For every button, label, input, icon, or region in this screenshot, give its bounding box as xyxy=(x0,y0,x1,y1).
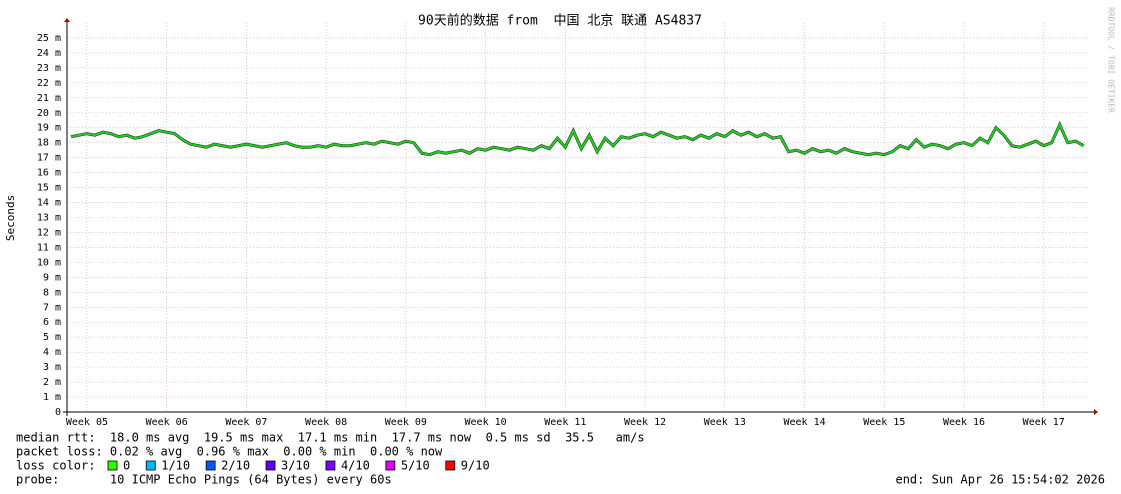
x-tick-label: Week 13 xyxy=(704,417,746,428)
y-axis-arrow xyxy=(64,18,70,22)
y-tick-label: 6 m xyxy=(43,317,61,328)
x-tick-label: Week 11 xyxy=(544,417,586,428)
y-tick-label: 19 m xyxy=(37,123,61,134)
y-tick-label: 5 m xyxy=(43,332,61,343)
y-tick-label: 15 m xyxy=(37,183,61,194)
y-tick-label: 23 m xyxy=(37,63,61,74)
y-tick-label: 4 m xyxy=(43,347,61,358)
y-tick-label: 14 m xyxy=(37,198,61,209)
y-tick-label: 1 m xyxy=(43,392,61,403)
loss-swatch xyxy=(325,460,336,471)
loss-swatch-label: 5/10 xyxy=(401,459,430,473)
loss-swatch xyxy=(445,460,456,471)
x-axis-arrow xyxy=(1094,409,1098,415)
y-tick-label: 16 m xyxy=(37,168,61,179)
loss-swatch-label: 0 xyxy=(123,459,130,473)
y-tick-label: 2 m xyxy=(43,377,61,388)
y-tick-label: 7 m xyxy=(43,302,61,313)
y-tick-label: 3 m xyxy=(43,362,61,373)
loss-swatch-label: 9/10 xyxy=(461,459,490,473)
loss-swatch xyxy=(385,460,396,471)
rtt-line xyxy=(70,122,1085,156)
y-tick-label: 12 m xyxy=(37,227,61,238)
x-tick-label: Week 06 xyxy=(146,417,188,428)
end-line: end: Sun Apr 26 15:54:02 2026 xyxy=(895,473,1105,487)
y-tick-label: 17 m xyxy=(37,153,61,164)
y-tick-label: 18 m xyxy=(37,138,61,149)
loss-color-label: loss color: xyxy=(16,459,95,473)
watermark: RRDTOOL / TOBI OETIKER xyxy=(1107,7,1116,113)
x-tick-label: Week 14 xyxy=(783,417,825,428)
stats-line: median rtt: 18.0 ms avg 19.5 ms max 17.1… xyxy=(16,431,645,445)
y-tick-label: 24 m xyxy=(37,48,61,59)
loss-swatch-label: 3/10 xyxy=(281,459,310,473)
x-tick-label: Week 17 xyxy=(1023,417,1065,428)
x-tick-label: Week 09 xyxy=(385,417,427,428)
loss-swatch xyxy=(145,460,156,471)
x-tick-label: Week 05 xyxy=(66,417,108,428)
x-tick-label: Week 07 xyxy=(225,417,267,428)
loss-swatch-label: 1/10 xyxy=(161,459,190,473)
y-tick-label: 21 m xyxy=(37,93,61,104)
y-tick-label: 13 m xyxy=(37,213,61,224)
probe-line: probe: 10 ICMP Echo Pings (64 Bytes) eve… xyxy=(16,473,392,487)
loss-swatch xyxy=(205,460,216,471)
x-tick-label: Week 10 xyxy=(465,417,507,428)
loss-line: packet loss: 0.02 % avg 0.96 % max 0.00 … xyxy=(16,445,443,459)
loss-swatch-label: 4/10 xyxy=(341,459,370,473)
loss-swatch xyxy=(107,460,118,471)
y-tick-label: 25 m xyxy=(37,33,61,44)
loss-swatch xyxy=(265,460,276,471)
loss-swatch-label: 2/10 xyxy=(221,459,250,473)
y-tick-label: 11 m xyxy=(37,242,61,253)
x-tick-label: Week 15 xyxy=(863,417,905,428)
y-tick-label: 10 m xyxy=(37,257,61,268)
x-tick-label: Week 12 xyxy=(624,417,666,428)
x-tick-label: Week 16 xyxy=(943,417,985,428)
x-tick-label: Week 08 xyxy=(305,417,347,428)
y-tick-label: 0 xyxy=(55,407,61,418)
chart-title: 90天前的数据 from 中国 北京 联通 AS4837 xyxy=(418,13,702,29)
y-tick-label: 22 m xyxy=(37,78,61,89)
y-tick-label: 20 m xyxy=(37,108,61,119)
y-tick-label: 9 m xyxy=(43,272,61,283)
y-axis-label: Seconds xyxy=(4,195,17,241)
y-tick-label: 8 m xyxy=(43,287,61,298)
